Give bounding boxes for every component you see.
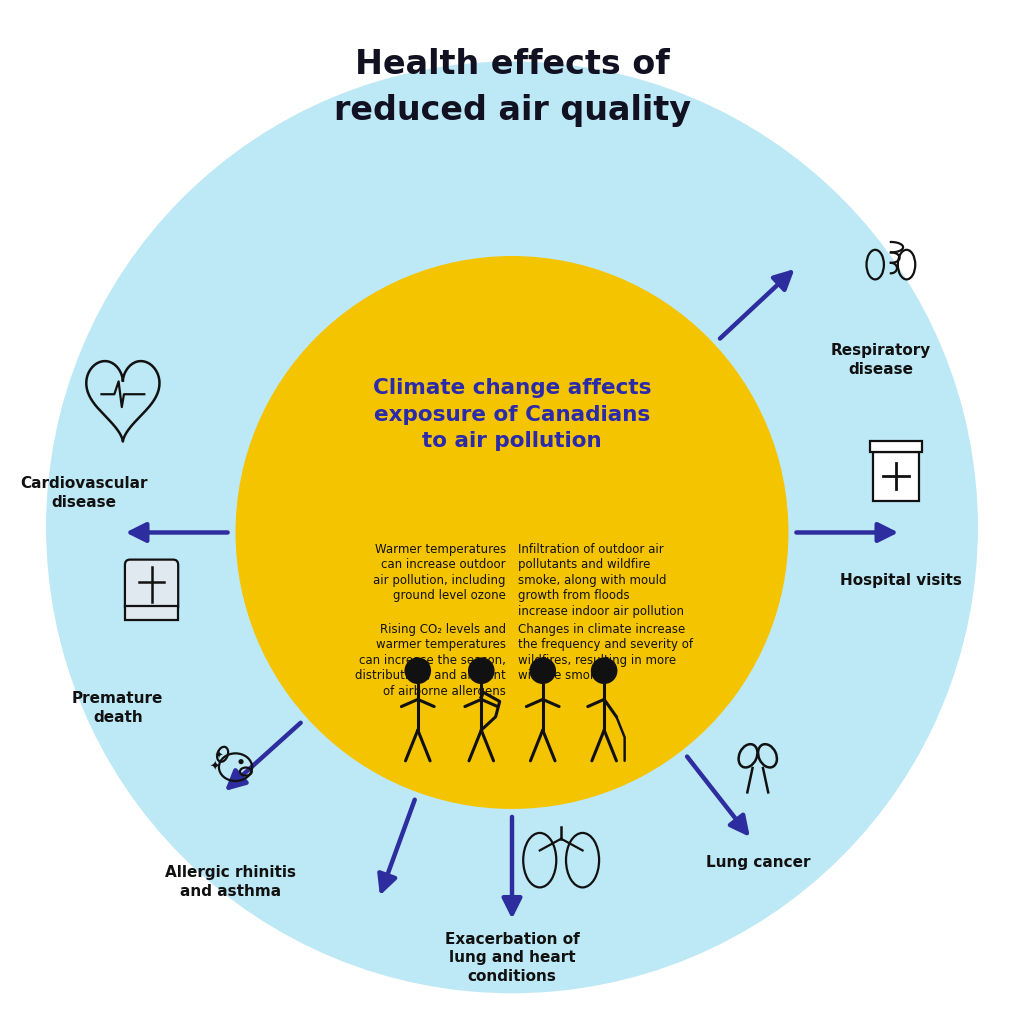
Text: Health effects of
reduced air quality: Health effects of reduced air quality	[334, 47, 690, 127]
Circle shape	[591, 657, 617, 684]
Text: ✦: ✦	[210, 761, 220, 774]
Circle shape	[529, 657, 556, 684]
Circle shape	[468, 657, 495, 684]
Text: Rising CO₂ levels and
warmer temperatures
can increase the season,
distribution : Rising CO₂ levels and warmer temperature…	[355, 623, 506, 697]
Text: Changes in climate increase
the frequency and severity of
wildfires, resulting i: Changes in climate increase the frequenc…	[518, 623, 693, 682]
Text: ✦: ✦	[215, 752, 223, 761]
Text: Premature
death: Premature death	[72, 691, 164, 725]
Text: Warmer temperatures
can increase outdoor
air pollution, including
ground level o: Warmer temperatures can increase outdoor…	[374, 543, 506, 602]
Bar	[125, 606, 178, 621]
Text: Allergic rhinitis
and asthma: Allergic rhinitis and asthma	[165, 865, 296, 899]
Bar	[870, 441, 922, 452]
Text: Cardiovascular
disease: Cardiovascular disease	[20, 476, 147, 510]
FancyBboxPatch shape	[125, 559, 178, 612]
Circle shape	[236, 256, 788, 809]
Text: Respiratory
disease: Respiratory disease	[830, 343, 931, 377]
Circle shape	[404, 657, 431, 684]
Text: Climate change affects
exposure of Canadians
to air pollution: Climate change affects exposure of Canad…	[373, 378, 651, 452]
Circle shape	[46, 61, 978, 993]
Text: Exacerbation of
lung and heart
conditions: Exacerbation of lung and heart condition…	[444, 932, 580, 984]
Bar	[873, 452, 919, 501]
Text: Infiltration of outdoor air
pollutants and wildfire
smoke, along with mould
grow: Infiltration of outdoor air pollutants a…	[518, 543, 684, 617]
Text: Hospital visits: Hospital visits	[840, 573, 963, 589]
Circle shape	[239, 759, 244, 764]
Text: Lung cancer: Lung cancer	[706, 855, 810, 870]
